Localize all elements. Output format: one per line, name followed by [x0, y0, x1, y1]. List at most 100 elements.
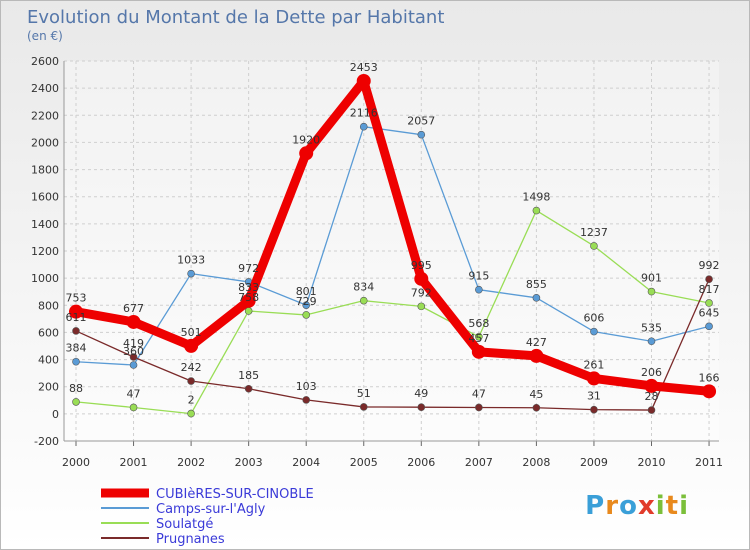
data-label: 2057	[407, 115, 435, 128]
data-point	[590, 242, 598, 250]
data-label: 242	[181, 361, 202, 374]
data-label: 2	[188, 394, 195, 407]
chart-subtitle: (en €)	[27, 29, 63, 43]
data-label: 995	[411, 259, 432, 272]
data-point	[187, 409, 195, 418]
data-label: 817	[699, 283, 720, 296]
data-point	[359, 296, 368, 305]
data-label: 427	[526, 336, 547, 349]
data-point	[126, 314, 141, 329]
data-point	[356, 73, 371, 88]
y-tick-label: 1000	[31, 272, 59, 285]
data-point	[475, 403, 483, 412]
x-tick-label: 2009	[580, 456, 608, 469]
data-point	[184, 338, 199, 353]
data-point	[586, 371, 601, 386]
x-tick-label: 2008	[522, 456, 550, 469]
data-label: 1237	[580, 226, 608, 239]
data-point	[129, 403, 138, 412]
x-tick-label: 2002	[177, 456, 205, 469]
data-label: 855	[526, 278, 547, 291]
data-label: 915	[468, 270, 489, 283]
data-point	[532, 206, 541, 215]
data-point	[72, 327, 80, 335]
data-label: 901	[641, 272, 662, 285]
series-line	[75, 209, 710, 415]
data-label: 1498	[522, 191, 550, 204]
data-point	[187, 377, 195, 385]
data-point	[529, 348, 544, 363]
data-point	[417, 302, 426, 311]
x-tick-label: 2011	[695, 456, 723, 469]
data-point	[414, 271, 429, 286]
data-label: 31	[587, 390, 601, 403]
series	[69, 73, 717, 418]
data-label: 47	[472, 387, 486, 400]
data-point	[647, 337, 656, 346]
data-label: 729	[296, 295, 317, 308]
data-label: 972	[238, 262, 259, 275]
y-tick-label: 400	[38, 354, 59, 367]
data-point	[590, 405, 598, 414]
data-point	[244, 307, 253, 315]
data-point	[302, 301, 311, 309]
data-point	[705, 322, 713, 331]
data-point	[647, 406, 656, 414]
data-point	[244, 384, 253, 393]
data-label: 1033	[177, 254, 205, 267]
data-label: 568	[468, 317, 489, 330]
data-point	[302, 396, 311, 404]
data-label: 753	[66, 292, 87, 305]
data-label: 834	[353, 281, 374, 294]
data-point	[129, 361, 138, 369]
data-label: 501	[181, 326, 202, 339]
grid	[64, 60, 719, 442]
y-tick-label: 2200	[31, 109, 59, 122]
legend: CUBIèRES-SUR-CINOBLECamps-sur-l'AglySoul…	[101, 487, 314, 547]
data-label: 645	[699, 306, 720, 319]
data-label: 758	[238, 291, 259, 304]
y-tick-label: 2600	[31, 55, 59, 68]
y-tick-label: 1800	[31, 164, 59, 177]
y-tick-label: 200	[38, 381, 59, 394]
data-label: 606	[583, 312, 604, 325]
x-tick-label: 2001	[120, 456, 148, 469]
data-label: 2453	[350, 61, 378, 74]
data-label: 833	[238, 281, 259, 294]
data-label: 360	[123, 345, 144, 358]
x-tick-label: 2005	[350, 456, 378, 469]
data-label: 611	[66, 311, 87, 324]
data-point	[532, 403, 541, 412]
data-point	[302, 311, 311, 319]
data-label: 185	[238, 369, 259, 382]
data-point	[359, 122, 368, 131]
data-point	[241, 293, 256, 308]
x-tick-label: 2004	[292, 456, 320, 469]
y-tick-label: 2400	[31, 82, 59, 95]
data-point	[475, 332, 483, 341]
data-point	[705, 275, 713, 284]
data-point	[69, 304, 83, 319]
y-tick-label: 1200	[31, 245, 59, 258]
data-label: 206	[641, 366, 662, 379]
x-tick-label: 2007	[465, 456, 493, 469]
data-label: 1920	[292, 133, 320, 146]
data-point	[359, 403, 368, 411]
data-point	[299, 146, 314, 161]
data-point	[72, 398, 80, 406]
data-label: 2116	[350, 107, 378, 120]
data-label: 166	[699, 371, 720, 384]
data-label: 51	[357, 387, 371, 400]
data-point	[702, 384, 717, 399]
data-labels: 753 677 501 833 1920 2453 995 457 427 261 206 166 38…	[66, 61, 720, 407]
data-label: 103	[296, 380, 317, 393]
chart-title: Evolution du Montant de la Dette par Hab…	[27, 7, 444, 28]
y-tick-label: 1600	[31, 191, 59, 204]
data-label: 28	[645, 390, 659, 403]
y-tick-label: 800	[38, 299, 59, 312]
series-line	[75, 126, 710, 366]
data-point	[475, 285, 483, 294]
data-label: 801	[296, 285, 317, 298]
x-tick-label: 2006	[407, 456, 435, 469]
y-tick-label: 2000	[31, 136, 59, 149]
